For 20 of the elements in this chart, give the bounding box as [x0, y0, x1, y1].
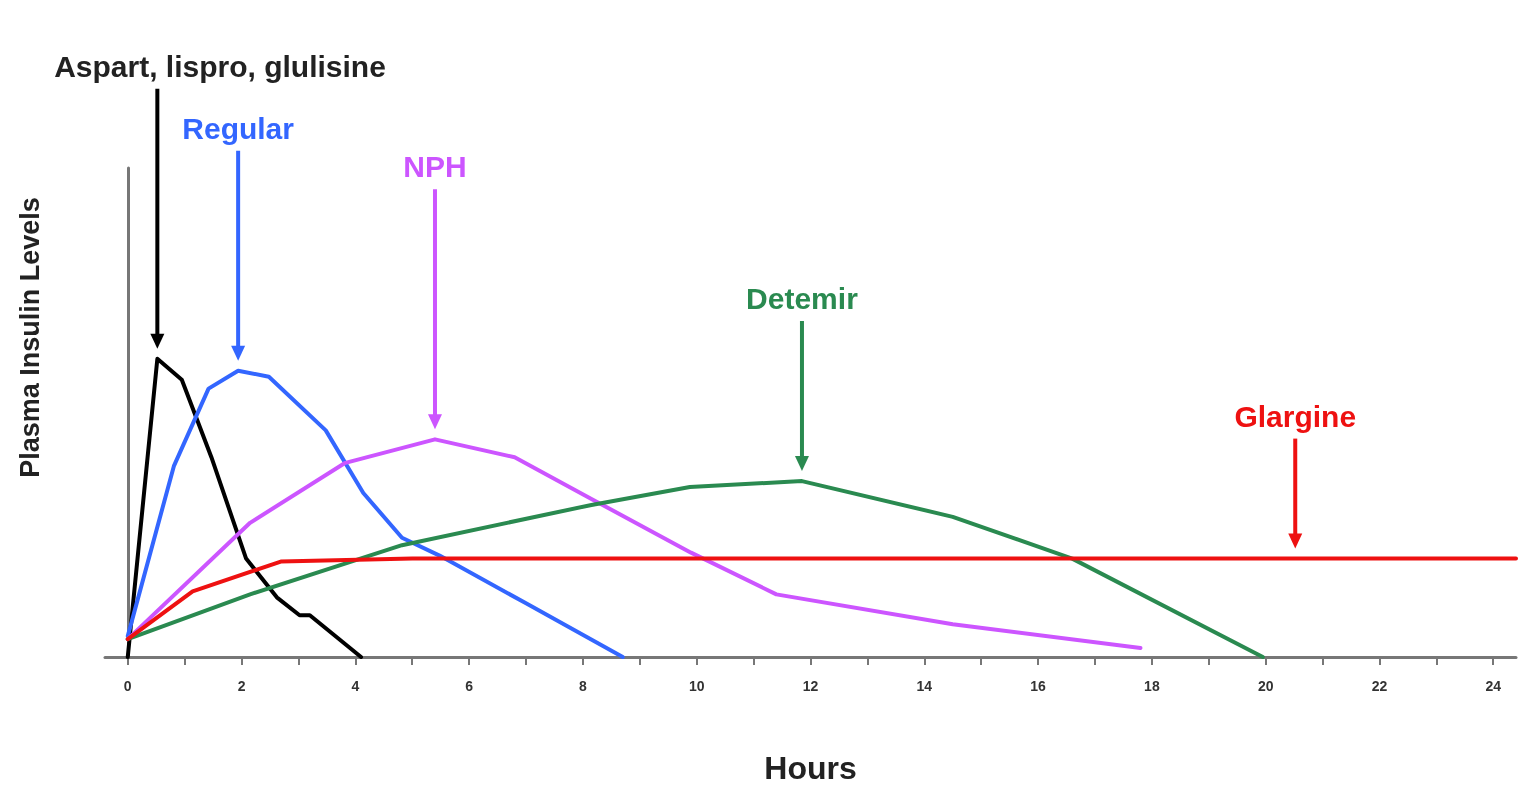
y-axis-title: Plasma Insulin Levels — [14, 197, 45, 478]
x-axis-title: Hours — [764, 750, 857, 786]
x-tick-label: 0 — [123, 678, 132, 694]
text: Aspart, lispro, glulisine — [54, 49, 386, 83]
x-tick-label: 4 — [351, 678, 360, 694]
x-tick-label: 14 — [916, 678, 933, 694]
text: Detemir — [746, 282, 859, 316]
x-tick-label: 10 — [688, 678, 705, 694]
text: Regular — [182, 111, 295, 145]
x-tick-label: 6 — [465, 678, 474, 694]
annotation: Glargine — [1234, 399, 1357, 433]
x-tick-label: 2 — [237, 678, 246, 694]
x-tick-label: 22 — [1371, 678, 1388, 694]
x-tick-label: 16 — [1030, 678, 1047, 694]
x-tick-label: 20 — [1257, 678, 1274, 694]
x-tick-label: 24 — [1485, 678, 1502, 694]
text: NPH — [403, 150, 467, 184]
x-tick-label: 8 — [579, 678, 588, 694]
x-tick-label: 18 — [1144, 678, 1160, 694]
x-tick-label: 12 — [802, 678, 819, 694]
